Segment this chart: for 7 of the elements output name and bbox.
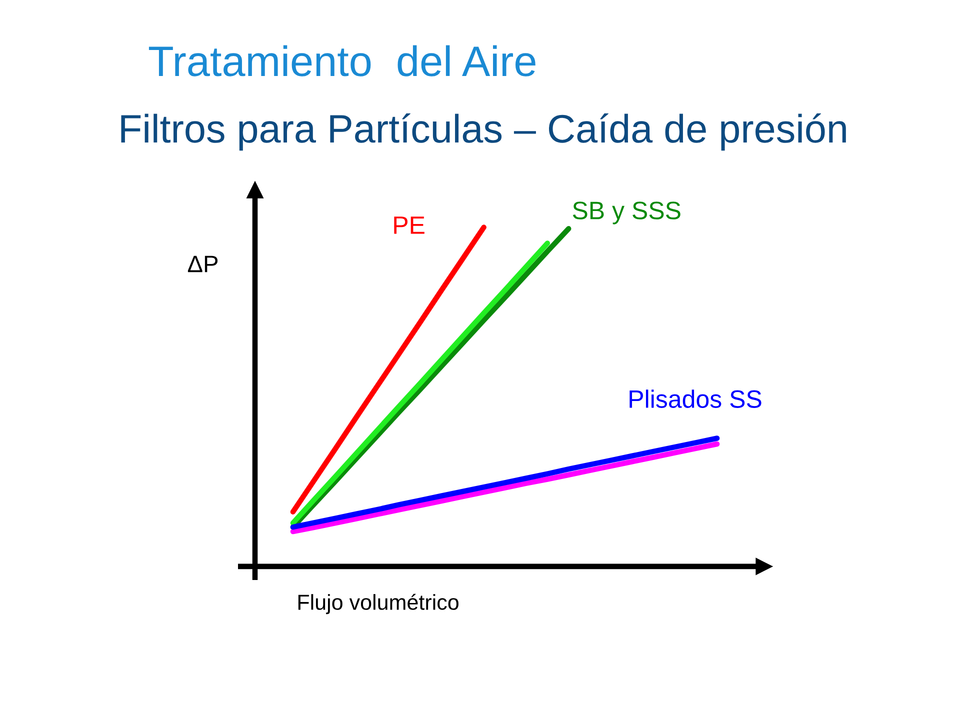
series-label: PE bbox=[394, 216, 424, 234]
y-axis-title: ΔP bbox=[188, 256, 218, 272]
x-axis-title: Flujo volumétrico bbox=[298, 594, 458, 614]
series-label: SB y SSS bbox=[572, 202, 680, 224]
chart-subtitle: Filtros para Partículas – Caída de presión bbox=[121, 113, 846, 151]
series-label: Plisados SS bbox=[630, 390, 762, 408]
chart-title: Tratamiento del Aire bbox=[148, 45, 536, 76]
